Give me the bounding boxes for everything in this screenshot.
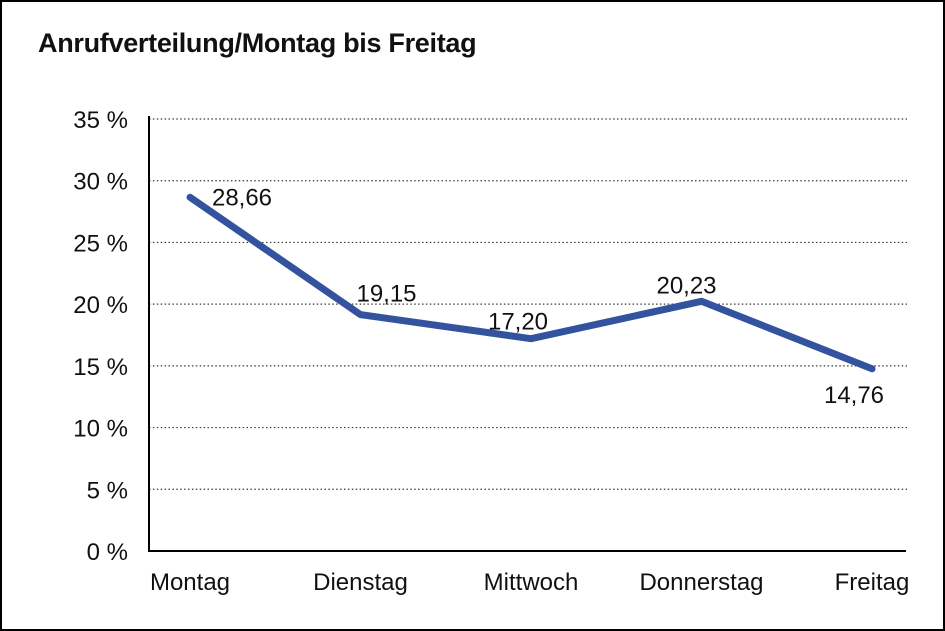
x-category-label: Montag — [150, 569, 230, 596]
x-category-label: Dienstag — [313, 569, 408, 596]
y-tick-label: 20 % — [73, 292, 128, 319]
y-tick-label: 0 % — [87, 539, 128, 566]
x-category-label: Mittwoch — [484, 569, 579, 596]
data-point-label: 28,66 — [212, 184, 272, 211]
data-point-label: 14,76 — [824, 382, 884, 409]
x-category-label: Donnerstag — [639, 569, 763, 596]
x-category-label: Freitag — [835, 569, 910, 596]
data-point-label: 17,20 — [488, 309, 548, 336]
data-point-label: 19,15 — [356, 281, 416, 308]
y-tick-label: 15 % — [73, 354, 128, 381]
y-tick-label: 30 % — [73, 169, 128, 196]
series-line — [186, 193, 876, 373]
y-tick-label: 5 % — [87, 477, 128, 504]
y-tick-label: 10 % — [73, 416, 128, 443]
y-tick-label: 35 % — [73, 107, 128, 134]
data-point-label: 20,23 — [656, 272, 716, 299]
chart-title: Anrufverteilung/Montag bis Freitag — [38, 28, 477, 58]
y-tick-label: 25 % — [73, 230, 128, 257]
